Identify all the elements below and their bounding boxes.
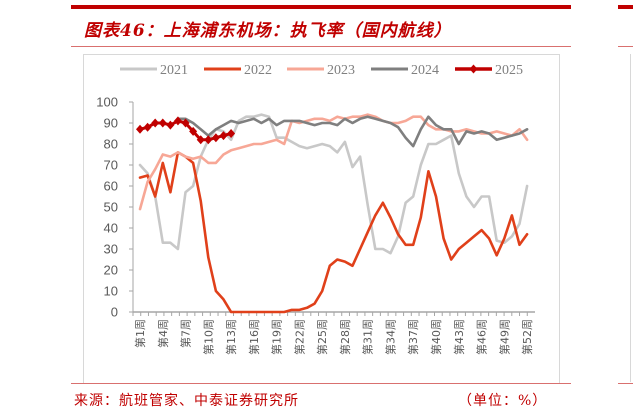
legend-item-2021: 2021 bbox=[120, 63, 188, 78]
series-line-2021 bbox=[138, 113, 529, 255]
x-tick-label: 第43周 bbox=[452, 319, 466, 355]
x-tick-label: 第16周 bbox=[247, 319, 261, 355]
series-line-2023 bbox=[138, 113, 529, 211]
y-tick-label: 0 bbox=[111, 305, 118, 320]
series-line-2024 bbox=[176, 115, 529, 148]
figure-title: 图表46：上海浦东机场：执飞率（国内航线） bbox=[84, 21, 452, 41]
y-tick-label: 50 bbox=[104, 200, 118, 215]
y-tick-label: 60 bbox=[104, 179, 118, 194]
data-point-2025 bbox=[143, 122, 152, 132]
y-tick-label: 20 bbox=[104, 263, 118, 278]
y-tick-label: 70 bbox=[104, 158, 118, 173]
bottom-rule-right bbox=[618, 383, 633, 384]
x-tick-label: 第49周 bbox=[497, 319, 511, 355]
legend-item-2025: 2025 bbox=[455, 63, 523, 78]
x-tick-label: 第31周 bbox=[361, 319, 375, 355]
legend-label: 2022 bbox=[244, 63, 272, 78]
x-tick-label: 第52周 bbox=[520, 319, 534, 355]
x-tick-label: 第13周 bbox=[224, 319, 238, 355]
title-rule bbox=[71, 46, 571, 47]
x-tick-label: 第4周 bbox=[156, 319, 170, 348]
data-point-2025 bbox=[151, 118, 160, 128]
bottom-rule bbox=[71, 383, 571, 384]
legend-label: 2024 bbox=[411, 63, 439, 78]
y-tick-label: 100 bbox=[96, 95, 118, 110]
x-tick-label: 第7周 bbox=[179, 319, 193, 348]
x-tick-label: 第22周 bbox=[292, 319, 306, 355]
source-note: 来源：航班管家、中泰证券研究所 bbox=[74, 393, 299, 409]
top-rule-right bbox=[618, 5, 633, 9]
x-tick-label: 第1周 bbox=[133, 319, 147, 348]
chart-frame bbox=[83, 54, 560, 383]
unit-note: （单位：%） bbox=[458, 393, 548, 409]
data-point-2025 bbox=[158, 118, 167, 128]
y-tick-label: 80 bbox=[104, 137, 118, 152]
data-point-2025 bbox=[227, 129, 236, 138]
y-tick-label: 10 bbox=[104, 284, 118, 299]
legend-label: 2023 bbox=[327, 63, 355, 78]
data-point-2025 bbox=[196, 135, 205, 145]
data-point-2025 bbox=[136, 124, 144, 134]
series-line-2022 bbox=[138, 151, 529, 314]
legend-marker bbox=[469, 64, 478, 74]
x-tick-label: 第10周 bbox=[201, 319, 215, 355]
legend-item-2022: 2022 bbox=[204, 63, 272, 78]
top-rule bbox=[71, 5, 571, 9]
adjacent-chart-frame bbox=[630, 54, 633, 382]
data-point-2025 bbox=[211, 133, 220, 143]
y-tick-label: 30 bbox=[104, 242, 118, 257]
legend-item-2024: 2024 bbox=[371, 63, 439, 78]
x-tick-label: 第25周 bbox=[315, 319, 329, 355]
x-tick-label: 第19周 bbox=[270, 319, 284, 355]
x-tick-label: 第40周 bbox=[429, 319, 443, 355]
data-point-2025 bbox=[219, 131, 228, 141]
data-point-2025 bbox=[204, 135, 213, 145]
title-rule-right bbox=[618, 46, 633, 47]
x-tick-label: 第46周 bbox=[475, 319, 489, 355]
legend-label: 2021 bbox=[160, 63, 188, 78]
data-point-2025 bbox=[173, 116, 182, 126]
legend-item-2023: 2023 bbox=[287, 63, 355, 78]
y-tick-label: 40 bbox=[104, 221, 118, 236]
y-tick-label: 90 bbox=[104, 116, 118, 131]
x-tick-label: 第28周 bbox=[338, 319, 352, 355]
data-point-2025 bbox=[181, 118, 190, 128]
data-point-2025 bbox=[189, 126, 198, 136]
x-tick-label: 第37周 bbox=[406, 319, 420, 355]
data-point-2025 bbox=[166, 120, 175, 130]
x-tick-label: 第34周 bbox=[383, 319, 397, 355]
legend-label: 2025 bbox=[495, 63, 523, 78]
